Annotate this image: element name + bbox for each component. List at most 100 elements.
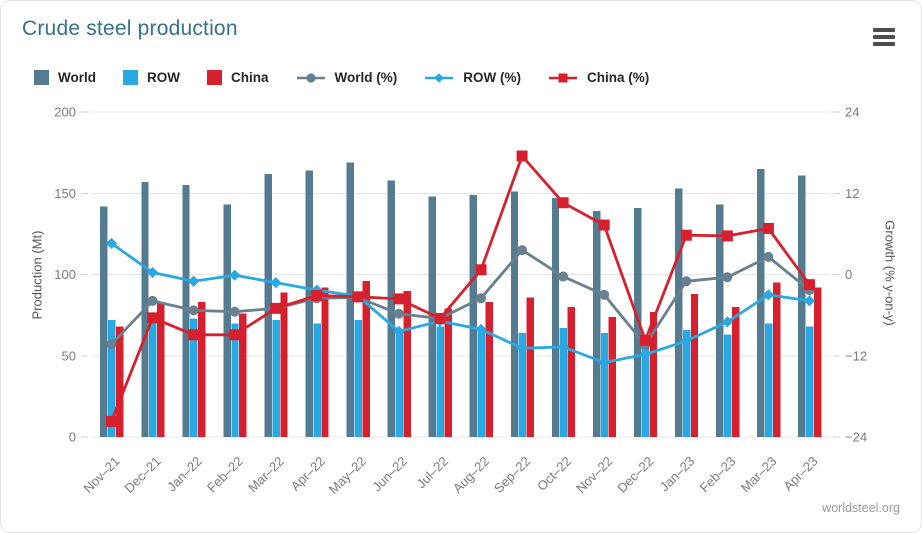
bar-row[interactable] bbox=[477, 329, 485, 438]
marker-china-pct[interactable] bbox=[147, 312, 159, 324]
bar-world[interactable] bbox=[551, 198, 560, 437]
bar-china[interactable] bbox=[649, 311, 658, 437]
marker-row-pct[interactable] bbox=[803, 295, 816, 307]
bar-world[interactable] bbox=[757, 168, 765, 437]
bar-china[interactable] bbox=[772, 282, 781, 437]
marker-row-pct[interactable] bbox=[229, 269, 241, 281]
bar-row[interactable] bbox=[682, 329, 691, 438]
bar-china[interactable] bbox=[321, 287, 329, 438]
marker-world-pct[interactable] bbox=[558, 271, 569, 282]
bar-world[interactable] bbox=[223, 204, 231, 437]
bar-row[interactable] bbox=[395, 331, 403, 437]
bar-row[interactable] bbox=[231, 323, 239, 438]
marker-world-pct[interactable] bbox=[476, 293, 487, 304]
marker-row-pct[interactable] bbox=[762, 289, 775, 301]
bar-china[interactable] bbox=[157, 302, 165, 437]
bar-world[interactable] bbox=[264, 173, 272, 438]
bar-row[interactable] bbox=[724, 334, 732, 437]
marker-china-pct[interactable] bbox=[352, 291, 364, 303]
bar-china[interactable] bbox=[731, 307, 740, 437]
bar-row[interactable] bbox=[272, 320, 280, 437]
marker-china-pct[interactable] bbox=[762, 222, 774, 234]
marker-world-pct[interactable] bbox=[763, 251, 774, 262]
marker-row-pct[interactable] bbox=[188, 275, 200, 287]
bar-china[interactable] bbox=[239, 313, 247, 438]
bar-row[interactable] bbox=[641, 346, 650, 437]
bar-row[interactable] bbox=[559, 328, 568, 437]
marker-world-pct[interactable] bbox=[106, 339, 117, 350]
line-row-pct[interactable] bbox=[105, 237, 816, 369]
marker-china-pct[interactable] bbox=[311, 289, 323, 301]
menu-button[interactable] bbox=[873, 28, 897, 48]
line-china-pct[interactable] bbox=[106, 150, 815, 427]
marker-row-pct[interactable] bbox=[270, 277, 282, 289]
bar-china[interactable] bbox=[690, 294, 699, 437]
bar-world[interactable] bbox=[675, 188, 683, 437]
bar-china[interactable] bbox=[116, 326, 124, 438]
bar-china[interactable] bbox=[198, 302, 206, 437]
marker-row-pct[interactable] bbox=[639, 348, 651, 360]
marker-china-pct[interactable] bbox=[106, 415, 118, 427]
bar-china[interactable] bbox=[280, 292, 288, 437]
bar-world[interactable] bbox=[346, 162, 354, 437]
bar-row[interactable] bbox=[354, 320, 362, 437]
bar-world[interactable] bbox=[592, 211, 601, 437]
marker-china-pct[interactable] bbox=[516, 150, 528, 162]
bar-world[interactable] bbox=[716, 204, 724, 437]
bar-world[interactable] bbox=[510, 191, 519, 437]
marker-world-pct[interactable] bbox=[188, 305, 199, 316]
marker-row-pct[interactable] bbox=[516, 342, 528, 354]
marker-row-pct[interactable] bbox=[146, 266, 159, 279]
bar-row[interactable] bbox=[600, 333, 609, 437]
marker-world-pct[interactable] bbox=[517, 245, 528, 256]
legend-item-china[interactable]: China bbox=[207, 70, 269, 85]
marker-row-pct[interactable] bbox=[598, 356, 610, 369]
legend-item-row-pct[interactable]: ROW (%) bbox=[424, 70, 521, 85]
legend-item-row[interactable]: ROW bbox=[123, 70, 180, 85]
marker-row-pct[interactable] bbox=[393, 325, 405, 337]
bar-world[interactable] bbox=[305, 170, 313, 438]
bar-row[interactable] bbox=[765, 323, 773, 438]
bar-china[interactable] bbox=[444, 308, 452, 437]
bar-row[interactable] bbox=[313, 323, 321, 438]
marker-china-pct[interactable] bbox=[270, 302, 282, 314]
marker-china-pct[interactable] bbox=[557, 197, 569, 209]
legend-item-world[interactable]: World bbox=[34, 70, 96, 85]
bar-china[interactable] bbox=[608, 316, 617, 438]
marker-china-pct[interactable] bbox=[188, 329, 200, 341]
marker-china-pct[interactable] bbox=[598, 219, 610, 231]
bar-china[interactable] bbox=[567, 307, 575, 437]
legend-item-china-pct[interactable]: China (%) bbox=[548, 70, 649, 85]
marker-china-pct[interactable] bbox=[803, 279, 815, 291]
marker-china-pct[interactable] bbox=[393, 293, 405, 305]
bar-world[interactable] bbox=[469, 194, 478, 437]
bar-world[interactable] bbox=[798, 175, 806, 437]
bar-row[interactable] bbox=[436, 326, 444, 438]
marker-china-pct[interactable] bbox=[639, 334, 651, 346]
marker-world-pct[interactable] bbox=[393, 308, 404, 319]
marker-world-pct[interactable] bbox=[722, 272, 733, 283]
bar-row[interactable] bbox=[806, 326, 814, 438]
legend-item-world-pct[interactable]: World (%) bbox=[296, 70, 397, 85]
bar-china[interactable] bbox=[526, 297, 534, 438]
marker-world-pct[interactable] bbox=[229, 306, 240, 317]
bar-row[interactable] bbox=[149, 321, 157, 437]
marker-china-pct[interactable] bbox=[434, 313, 446, 325]
bar-china[interactable] bbox=[362, 281, 370, 437]
bar-china[interactable] bbox=[485, 302, 493, 437]
marker-world-pct[interactable] bbox=[599, 289, 610, 300]
bar-china[interactable] bbox=[814, 287, 822, 438]
marker-world-pct[interactable] bbox=[147, 295, 158, 306]
marker-row-pct[interactable] bbox=[557, 341, 569, 353]
bar-world[interactable] bbox=[100, 206, 108, 438]
bar-china[interactable] bbox=[403, 290, 411, 438]
marker-row-pct[interactable] bbox=[721, 316, 733, 328]
marker-row-pct[interactable] bbox=[680, 335, 692, 347]
marker-china-pct[interactable] bbox=[721, 230, 733, 242]
marker-world-pct[interactable] bbox=[681, 276, 692, 287]
marker-china-pct[interactable] bbox=[475, 264, 487, 276]
bar-world[interactable] bbox=[387, 180, 395, 438]
marker-row-pct[interactable] bbox=[105, 237, 118, 249]
marker-row-pct[interactable] bbox=[475, 323, 487, 335]
